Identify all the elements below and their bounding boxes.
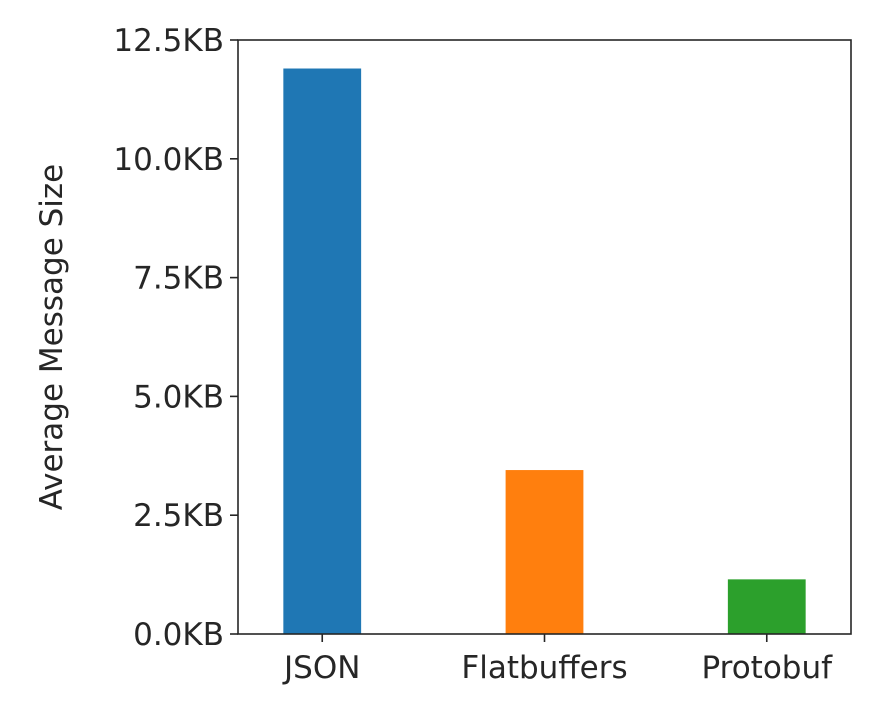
bar-protobuf [727,579,806,634]
x-tick-label: JSON [282,650,360,686]
y-tick-label: 12.5KB [113,23,224,59]
y-tick-label: 7.5KB [133,261,224,297]
y-axis-ticks: 0.0KB 2.5KB 5.0KB 7.5KB 10.0KB 12.5KB [113,23,238,653]
x-tick-label: Protobuf [701,650,833,686]
y-tick-label: 0.0KB [133,617,224,653]
y-tick-label: 10.0KB [113,142,224,178]
y-axis-label: Average Message Size [34,164,70,511]
bars-group [283,68,806,634]
x-tick-label: Flatbuffers [461,650,627,686]
y-tick-label: 2.5KB [133,498,224,534]
x-axis-ticks: JSON Flatbuffers Protobuf [282,634,833,686]
bar-flatbuffers [505,470,584,634]
plot-frame [237,39,852,635]
bar-json [283,68,362,634]
y-tick-label: 5.0KB [133,379,224,415]
